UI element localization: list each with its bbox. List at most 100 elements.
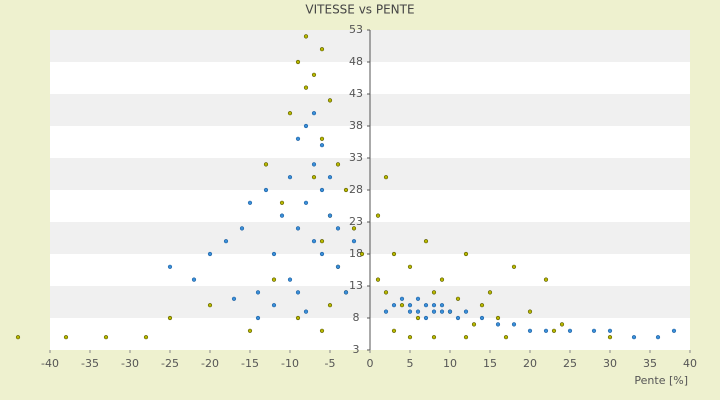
scatter-point [311, 175, 317, 180]
scatter-point [295, 290, 301, 295]
y-tick-label: 38 [349, 119, 363, 132]
scatter-point [423, 239, 429, 244]
scatter-point [327, 303, 333, 308]
scatter-point [223, 239, 229, 244]
x-tick-label: 20 [523, 357, 537, 370]
scatter-point [319, 239, 325, 244]
scatter-point [559, 322, 565, 327]
scatter-point [263, 162, 269, 167]
y-tick-label: 33 [349, 151, 363, 164]
x-tick-label: -10 [281, 357, 299, 370]
scatter-point [503, 335, 509, 340]
y-tick-label: 18 [349, 247, 363, 260]
scatter-point [407, 309, 413, 314]
scatter-point [207, 303, 213, 308]
scatter-point [447, 309, 453, 314]
x-tick-label: -20 [201, 357, 219, 370]
scatter-point [255, 315, 261, 321]
scatter-point [335, 162, 341, 167]
scatter-point [463, 309, 469, 314]
scatter-point [495, 315, 501, 321]
scatter-point [407, 303, 413, 308]
scatter-point [407, 335, 413, 340]
scatter-point [591, 328, 597, 333]
y-tick-label: 13 [349, 279, 363, 292]
scatter-point [511, 322, 517, 327]
scatter-point [327, 175, 333, 180]
scatter-point [351, 239, 357, 244]
scatter-point [15, 335, 21, 340]
scatter-point [439, 309, 445, 314]
x-tick-label: 0 [367, 357, 374, 370]
scatter-point [495, 322, 501, 327]
scatter-point [431, 303, 437, 308]
scatter-point [319, 136, 325, 141]
scatter-point [287, 175, 293, 180]
scatter-point [415, 296, 421, 301]
scatter-point [463, 251, 469, 257]
scatter-point [543, 277, 549, 282]
scatter-point [295, 315, 301, 321]
scatter-point [327, 213, 333, 218]
scatter-point [295, 136, 301, 141]
scatter-point [143, 335, 149, 340]
scatter-point [319, 47, 325, 52]
scatter-point [479, 315, 485, 321]
scatter-point [303, 200, 309, 205]
scatter-point [287, 277, 293, 282]
scatter-point [359, 251, 365, 257]
scatter-point [607, 335, 613, 340]
scatter-point [311, 111, 317, 116]
scatter-point [383, 290, 389, 295]
scatter-point [527, 309, 533, 314]
scatter-point [279, 200, 285, 205]
scatter-point [455, 315, 461, 321]
scatter-point [511, 264, 517, 269]
x-tick-label: 10 [443, 357, 457, 370]
y-tick-label: 28 [349, 183, 363, 196]
scatter-point [271, 277, 277, 282]
scatter-point [303, 123, 309, 129]
x-tick-label: -15 [241, 357, 259, 370]
scatter-point [391, 328, 397, 333]
scatter-point [103, 335, 109, 340]
scatter-point [479, 303, 485, 308]
x-tick-label: -40 [41, 357, 59, 370]
y-tick-label: 23 [349, 215, 363, 228]
scatter-point [63, 335, 69, 340]
scatter-point [463, 335, 469, 340]
scatter-point [383, 175, 389, 180]
scatter-point [471, 322, 477, 327]
scatter-point [271, 251, 277, 257]
scatter-point [263, 187, 269, 193]
scatter-point [239, 226, 245, 231]
scatter-point [319, 143, 325, 148]
chart-title: VITESSE vs PENTE [305, 3, 414, 17]
scatter-point [319, 251, 325, 257]
scatter-point [391, 251, 397, 257]
scatter-point [607, 328, 613, 333]
scatter-point [399, 303, 405, 308]
x-tick-label: 30 [603, 357, 617, 370]
scatter-point [631, 335, 637, 340]
scatter-point [343, 187, 349, 193]
y-tick-label: 8 [353, 311, 360, 324]
x-tick-label: 5 [407, 357, 414, 370]
x-axis-label: Pente [%] [634, 374, 688, 387]
scatter-point [287, 111, 293, 116]
y-tick-label: 3 [353, 343, 360, 356]
x-tick-label: -30 [121, 357, 139, 370]
x-tick-label: -25 [161, 357, 179, 370]
scatter-point [431, 309, 437, 314]
y-tick-label: 48 [349, 55, 363, 68]
scatter-point [335, 226, 341, 231]
scatter-point [167, 315, 173, 321]
scatter-point [303, 34, 309, 39]
scatter-point [391, 303, 397, 308]
scatter-point [271, 303, 277, 308]
scatter-point [295, 59, 301, 65]
scatter-point [207, 251, 213, 257]
scatter-point [423, 315, 429, 321]
scatter-point [439, 277, 445, 282]
